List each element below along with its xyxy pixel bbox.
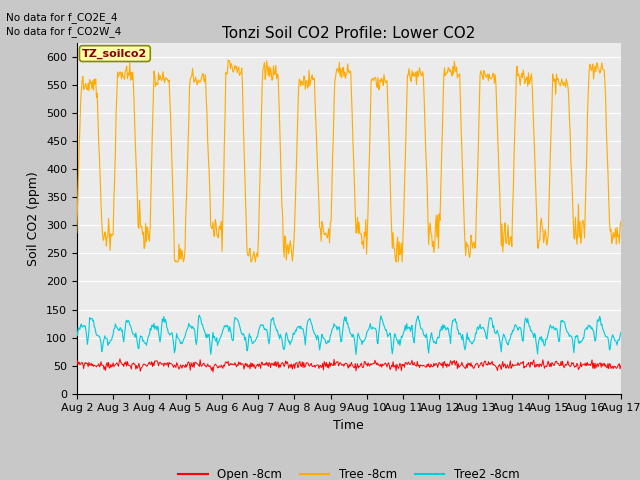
Text: No data for f_CO2W_4: No data for f_CO2W_4: [6, 26, 122, 37]
Y-axis label: Soil CO2 (ppm): Soil CO2 (ppm): [28, 171, 40, 266]
Title: Tonzi Soil CO2 Profile: Lower CO2: Tonzi Soil CO2 Profile: Lower CO2: [222, 25, 476, 41]
X-axis label: Time: Time: [333, 419, 364, 432]
Text: TZ_soilco2: TZ_soilco2: [82, 48, 147, 59]
Text: No data for f_CO2E_4: No data for f_CO2E_4: [6, 12, 118, 23]
Legend: Open -8cm, Tree -8cm, Tree2 -8cm: Open -8cm, Tree -8cm, Tree2 -8cm: [173, 463, 524, 480]
